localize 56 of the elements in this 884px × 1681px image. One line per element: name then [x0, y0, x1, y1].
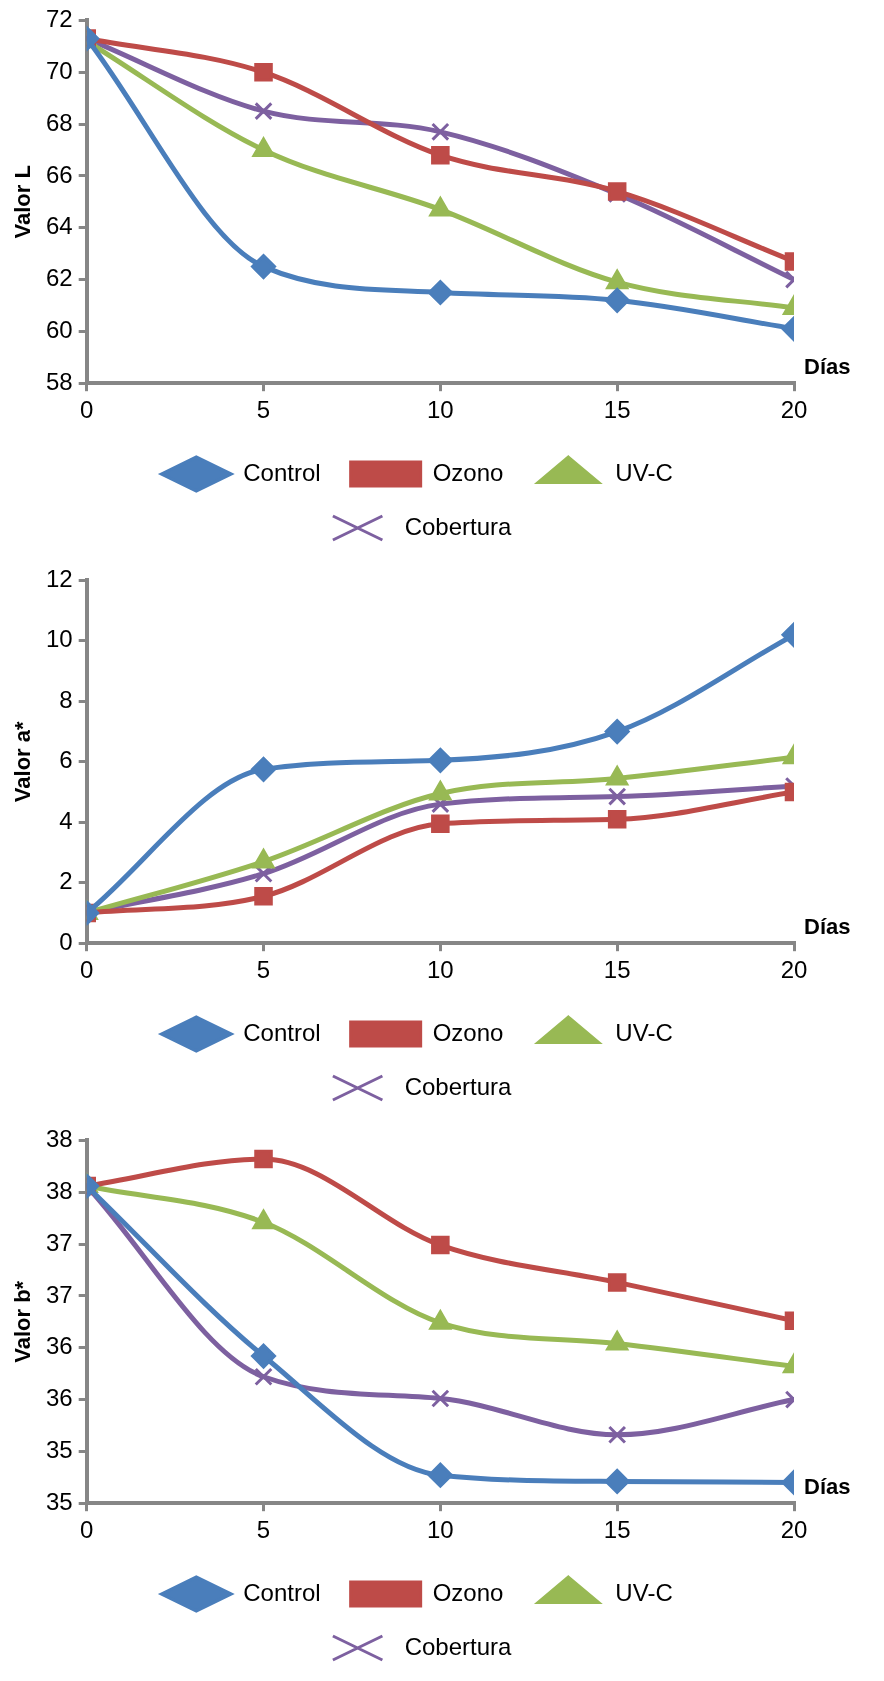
y-tick-label: 58: [45, 367, 73, 395]
y-tick-label: 38: [45, 1125, 73, 1153]
y-tick-label: 70: [45, 56, 73, 84]
legend-label: Ozono: [432, 1578, 504, 1606]
legend-label: Control: [243, 458, 321, 486]
x-tick-label: 10: [427, 956, 454, 984]
y-tick-label: 60: [45, 316, 73, 343]
legend-label: Cobertura: [404, 512, 513, 540]
y-tick-label: 36: [45, 1332, 73, 1360]
y-tick-label: 72: [45, 5, 73, 33]
x-tick-label: 0: [80, 396, 94, 424]
x-axis-title: Días: [804, 914, 851, 940]
y-tick-label: 36: [45, 1384, 73, 1412]
legend-label: UV-C: [615, 458, 673, 486]
legend-label: Cobertura: [404, 1072, 513, 1100]
y-axis-title: Valor L: [10, 165, 36, 239]
legend-label: Ozono: [432, 458, 504, 486]
x-tick-label: 15: [603, 1516, 631, 1544]
y-tick-label: 64: [45, 212, 73, 240]
x-tick-label: 20: [780, 396, 808, 424]
y-tick-label: 35: [45, 1487, 73, 1515]
x-tick-label: 0: [80, 956, 94, 984]
x-axis-title: Días: [804, 354, 851, 380]
x-tick-label: 5: [256, 396, 271, 424]
legend-label: Ozono: [432, 1018, 504, 1046]
x-tick-label: 10: [427, 396, 454, 424]
y-tick-label: 8: [59, 685, 73, 713]
y-tick-label: 12: [45, 565, 73, 593]
legend-label: Control: [243, 1578, 321, 1606]
x-tick-label: 15: [603, 396, 631, 424]
x-tick-label: 5: [256, 1516, 271, 1544]
y-tick-label: 37: [45, 1228, 73, 1256]
legend-label: Cobertura: [404, 1632, 513, 1660]
y-tick-label: 37: [45, 1280, 73, 1308]
y-tick-label: 6: [59, 746, 73, 774]
legend-label: UV-C: [615, 1578, 673, 1606]
y-axis-title: Valor a*: [10, 721, 36, 803]
x-tick-label: 15: [603, 956, 631, 984]
legend-label: UV-C: [615, 1018, 673, 1046]
y-tick-label: 4: [59, 806, 73, 834]
y-tick-label: 35: [45, 1436, 73, 1463]
y-tick-label: 2: [59, 867, 73, 895]
y-tick-label: 68: [45, 108, 73, 136]
x-tick-label: 5: [256, 956, 271, 984]
x-tick-label: 20: [780, 956, 808, 984]
x-axis-title: Días: [804, 1474, 851, 1500]
x-tick-label: 10: [427, 1516, 454, 1544]
y-tick-label: 0: [59, 927, 73, 955]
y-tick-label: 62: [45, 264, 73, 292]
y-tick-label: 66: [45, 160, 73, 188]
x-tick-label: 0: [80, 1516, 94, 1544]
legend-label: Control: [243, 1018, 321, 1046]
y-axis-title: Valor b*: [10, 1280, 36, 1363]
y-tick-label: 10: [45, 625, 73, 653]
x-tick-label: 20: [780, 1516, 808, 1544]
y-tick-label: 38: [45, 1176, 73, 1204]
